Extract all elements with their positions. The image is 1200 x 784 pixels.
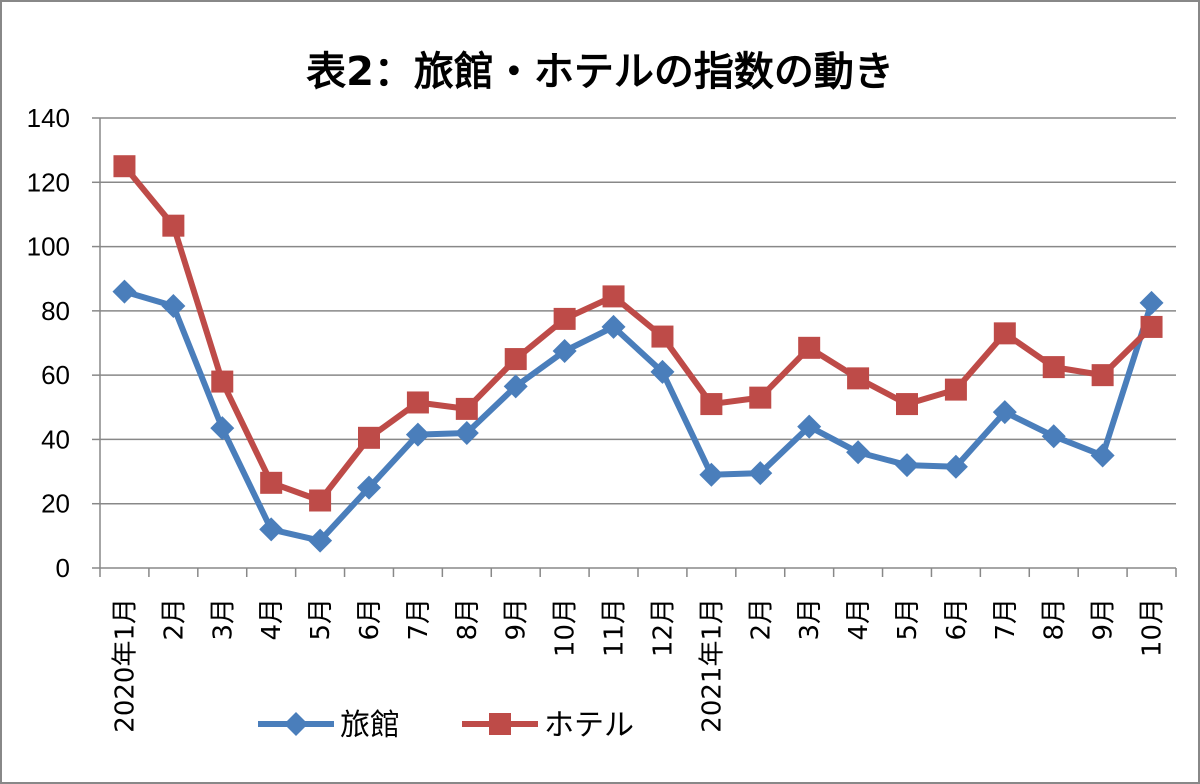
chart-title: 表2：旅館・ホテルの指数の動き <box>306 49 894 95</box>
square-marker <box>489 713 511 735</box>
diamond-marker <box>797 414 822 439</box>
square-marker <box>309 489 332 512</box>
y-tick-label: 0 <box>56 553 70 583</box>
y-tick-label: 60 <box>41 360 70 390</box>
square-marker <box>896 393 918 416</box>
x-tick-label: 2021年1月 <box>697 598 727 733</box>
diamond-marker <box>895 453 919 478</box>
x-tick-label: 5月 <box>893 598 923 641</box>
x-tick-label: 7月 <box>991 598 1021 641</box>
x-tick-label: 9月 <box>502 598 532 641</box>
legend-label: ホテル <box>544 708 634 743</box>
square-marker <box>553 307 576 330</box>
diamond-marker <box>748 461 773 486</box>
square-marker <box>162 214 185 237</box>
diamond-marker <box>259 517 284 542</box>
diamond-marker <box>503 374 528 399</box>
y-tick-label: 20 <box>41 489 70 519</box>
x-tick-label: 11月 <box>600 598 630 657</box>
square-marker <box>993 322 1016 345</box>
x-tick-label: 2020年1月 <box>110 598 140 733</box>
diamond-marker <box>1090 443 1115 468</box>
diamond-marker <box>284 712 308 736</box>
x-tick-label: 7月 <box>404 598 434 641</box>
square-marker <box>406 391 429 414</box>
x-tick-label: 10月 <box>1138 598 1168 657</box>
x-tick-label: 8月 <box>453 598 483 641</box>
legend-label: 旅館 <box>340 708 400 743</box>
x-tick-label: 3月 <box>795 598 825 641</box>
y-tick-label: 80 <box>41 296 70 326</box>
square-marker <box>749 386 772 409</box>
x-tick-label: 6月 <box>355 598 385 641</box>
diamond-marker <box>992 400 1017 425</box>
square-marker <box>944 378 967 401</box>
diamond-marker <box>112 279 137 304</box>
diamond-marker <box>308 528 333 553</box>
x-tick-label: 8月 <box>1040 598 1070 641</box>
diamond-marker <box>357 475 381 500</box>
series-line-hotel <box>122 164 1154 504</box>
x-tick-label: 9月 <box>1089 598 1119 641</box>
y-tick-label: 40 <box>41 424 70 454</box>
diamond-marker <box>552 339 577 364</box>
y-tick-label: 140 <box>27 103 70 133</box>
square-marker <box>260 471 283 494</box>
x-tick-label: 12月 <box>648 598 678 657</box>
x-tick-label: 5月 <box>306 598 336 641</box>
x-tick-label: 4月 <box>257 598 287 641</box>
square-marker <box>1140 315 1163 338</box>
square-marker <box>602 285 625 308</box>
x-tick-label: 3月 <box>208 598 238 641</box>
diamond-marker <box>1139 290 1164 315</box>
diamond-marker <box>943 454 968 479</box>
diamond-marker <box>405 422 430 447</box>
x-tick-label: 10月 <box>551 598 581 657</box>
square-marker <box>504 348 527 371</box>
x-tick-label: 2月 <box>159 598 189 641</box>
x-tick-label: 2月 <box>746 598 776 641</box>
square-marker <box>358 426 380 449</box>
diamond-marker <box>161 294 186 319</box>
diamond-marker <box>650 359 675 384</box>
diamond-marker <box>454 421 479 445</box>
square-marker <box>651 325 674 348</box>
y-tick-label: 120 <box>27 167 70 197</box>
diamond-marker <box>846 440 871 465</box>
square-marker <box>1091 364 1114 387</box>
diamond-marker <box>210 416 235 441</box>
y-tick-label: 100 <box>27 232 70 262</box>
x-tick-label: 4月 <box>844 598 874 641</box>
diamond-marker <box>1041 424 1066 449</box>
square-marker <box>211 370 234 393</box>
series-line-ryokan <box>123 288 1155 544</box>
square-marker <box>455 397 478 420</box>
diamond-marker <box>699 462 724 487</box>
square-marker <box>847 367 870 390</box>
square-marker <box>1042 356 1065 379</box>
square-marker <box>798 336 821 359</box>
diamond-marker <box>601 314 626 339</box>
square-marker <box>700 393 723 416</box>
square-marker <box>113 155 136 178</box>
x-tick-label: 6月 <box>942 598 972 641</box>
